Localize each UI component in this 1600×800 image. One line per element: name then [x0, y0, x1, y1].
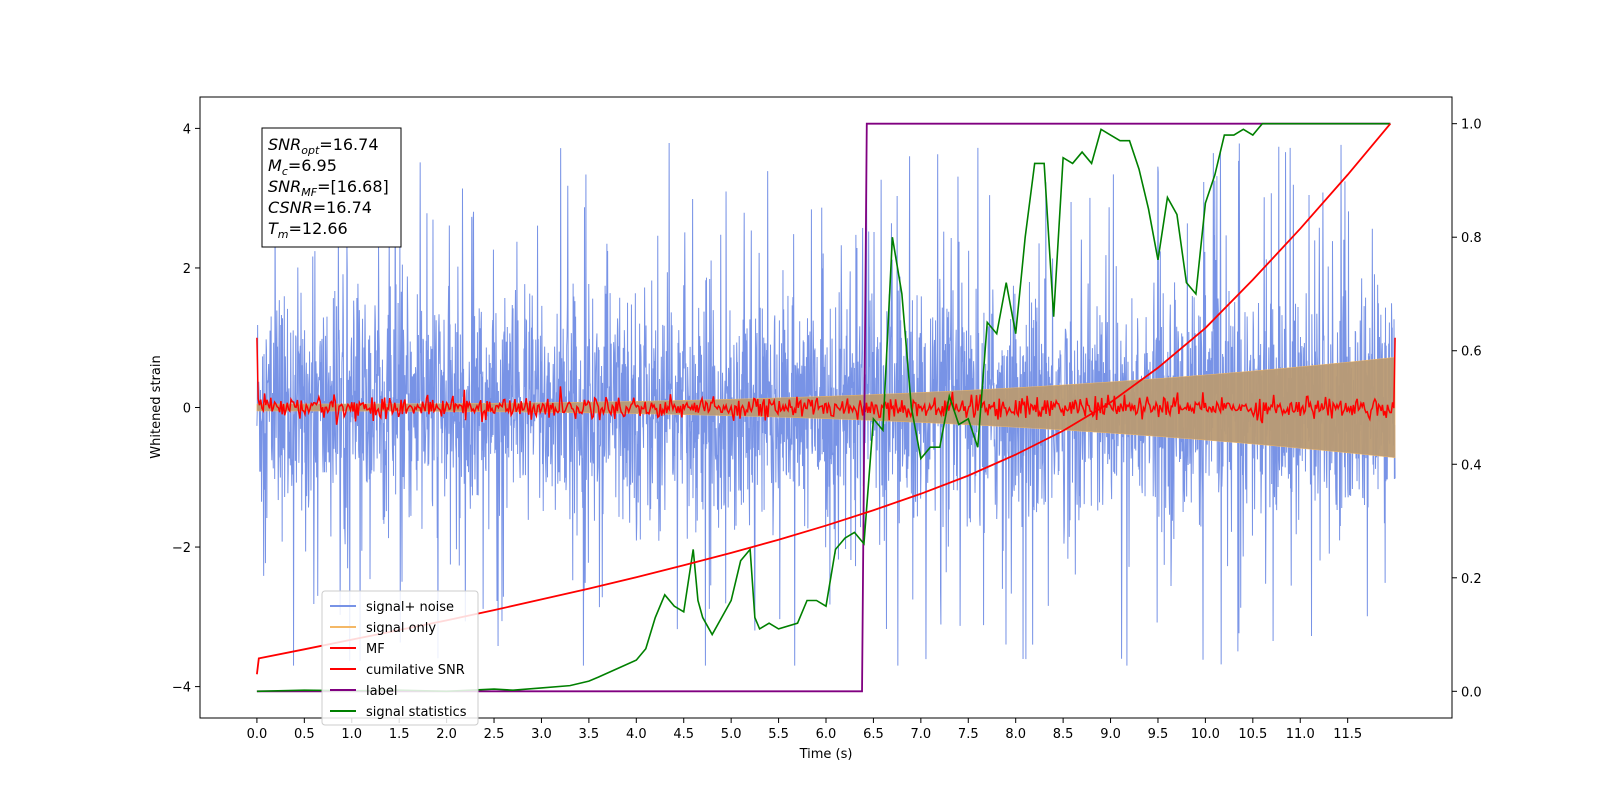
x-tick-label: 3.0 — [531, 727, 552, 742]
csnr-value: =16.74 — [313, 198, 372, 217]
y-axis-right: 0.0 0.2 0.4 0.6 0.8 1.0 — [1452, 118, 1482, 700]
y-tick-label: −2 — [172, 541, 191, 556]
x-tick-label: 10.5 — [1238, 727, 1267, 742]
tm-text: Tm=12.66 — [268, 219, 348, 241]
legend-label-label: label — [366, 684, 397, 699]
x-tick-label: 1.0 — [341, 727, 362, 742]
snr-opt-symbol: SNR — [268, 135, 301, 154]
x-tick-label: 10.0 — [1191, 727, 1220, 742]
x-tick-label: 9.5 — [1148, 727, 1169, 742]
x-tick-label: 11.5 — [1333, 727, 1362, 742]
csnr-text: CSNR=16.74 — [268, 198, 372, 217]
mf-line — [256, 337, 1396, 425]
x-tick-label: 4.5 — [673, 727, 694, 742]
y-right-tick-label: 1.0 — [1461, 118, 1482, 133]
legend-label-signal-only: signal only — [366, 621, 436, 636]
snr-mf-value: =[16.68] — [317, 177, 389, 196]
csnr-symbol: CSNR — [268, 198, 313, 217]
y-right-tick-label: 0.2 — [1461, 572, 1482, 587]
x-tick-label: 11.0 — [1286, 727, 1315, 742]
y-tick-label: 2 — [183, 262, 191, 277]
legend-label-cumulative-snr: cumilative SNR — [366, 663, 465, 678]
y-right-tick-label: 0.8 — [1461, 231, 1482, 246]
x-tick-label: 2.5 — [484, 727, 505, 742]
x-tick-label: 4.0 — [626, 727, 647, 742]
x-tick-label: 6.5 — [863, 727, 884, 742]
info-box-frame — [261, 127, 402, 248]
x-tick-label: 6.0 — [816, 727, 837, 742]
x-tick-label: 0.5 — [294, 727, 315, 742]
tm-symbol: T — [268, 219, 279, 238]
tm-subscript: m — [278, 228, 289, 241]
y-right-tick-label: 0.0 — [1461, 685, 1482, 700]
x-axis-label: Time (s) — [799, 747, 853, 762]
x-tick-label: 5.5 — [768, 727, 789, 742]
y-tick-label: −4 — [172, 681, 191, 696]
snr-opt-value: =16.74 — [319, 135, 378, 154]
y-axis-label: Whitened strain — [149, 355, 164, 458]
y-tick-label: 4 — [183, 122, 191, 137]
x-axis: 0.0 0.5 1.0 1.5 2.0 2.5 3.0 3.5 4.0 4.5 5.0 5.5 6.0 6… — [247, 718, 1362, 742]
x-tick-label: 0.0 — [247, 727, 268, 742]
y-tick-label: 0 — [183, 402, 191, 417]
x-tick-label: 8.5 — [1053, 727, 1074, 742]
snr-mf-symbol: SNR — [268, 177, 301, 196]
tm-value: =12.66 — [289, 219, 348, 238]
x-tick-label: 9.0 — [1100, 727, 1121, 742]
mc-symbol: M — [268, 156, 282, 175]
mc-subscript: c — [282, 165, 288, 178]
x-tick-label: 1.5 — [389, 727, 410, 742]
x-tick-label: 3.5 — [579, 727, 600, 742]
legend-label-mf: MF — [366, 642, 385, 657]
legend-frame — [321, 590, 479, 726]
mc-value: =6.95 — [288, 156, 337, 175]
x-tick-label: 2.0 — [436, 727, 457, 742]
y-right-tick-label: 0.6 — [1461, 345, 1482, 360]
mc-text: Mc=6.95 — [268, 156, 337, 178]
legend-label-signal-noise: signal+ noise — [366, 600, 454, 615]
legend-label-signal-statistics: signal statistics — [366, 705, 467, 720]
snr-opt-text: SNRopt=16.74 — [268, 135, 379, 157]
x-tick-label: 7.5 — [958, 727, 979, 742]
snr-mf-text: SNRMF=[16.68] — [268, 177, 389, 199]
y-right-tick-label: 0.4 — [1461, 458, 1482, 473]
x-tick-label: 8.0 — [1005, 727, 1026, 742]
y-axis-left: −4 −2 0 2 4 — [172, 122, 200, 696]
info-box: SNRopt=16.74 Mc=6.95 SNRMF=[16.68] CSNR=… — [261, 127, 402, 248]
x-tick-label: 7.0 — [911, 727, 932, 742]
label-line — [256, 122, 1391, 693]
snr-mf-subscript: MF — [301, 186, 317, 199]
snr-opt-subscript: opt — [301, 144, 320, 157]
signal-statistics-line — [256, 122, 1391, 693]
legend: signal+ noise signal only MF cumilative … — [321, 590, 479, 726]
x-tick-label: 5.0 — [721, 727, 742, 742]
